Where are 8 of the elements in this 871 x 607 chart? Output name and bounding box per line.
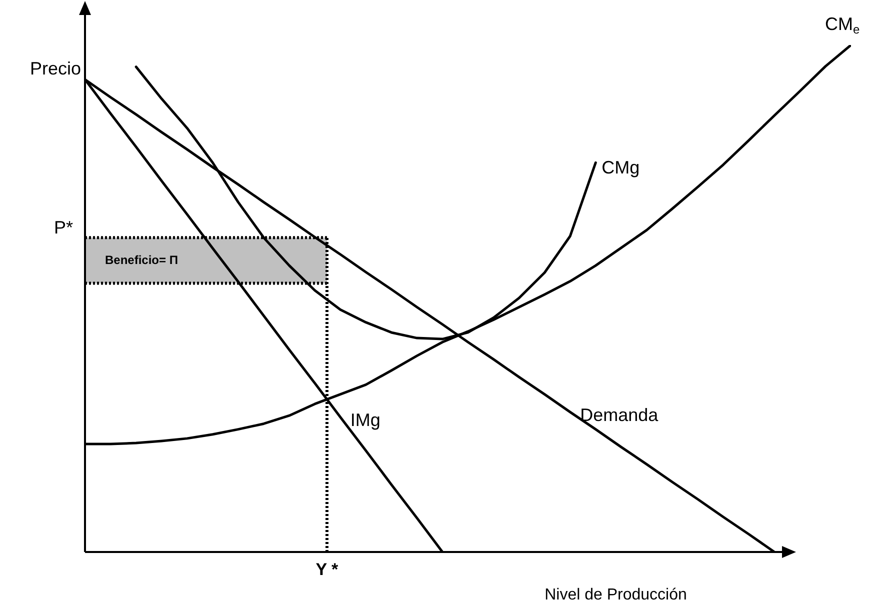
x-axis-title: Nivel de Producción	[544, 586, 687, 604]
ref-line-label: P*	[54, 218, 73, 238]
band-label: Beneficio= Π	[105, 252, 178, 267]
text: Y *	[316, 560, 339, 580]
series-label: IMg	[350, 410, 380, 430]
y-axis-title: Precio	[30, 58, 81, 78]
series-label: Demanda	[580, 405, 660, 426]
series-label: CMg	[602, 158, 640, 178]
